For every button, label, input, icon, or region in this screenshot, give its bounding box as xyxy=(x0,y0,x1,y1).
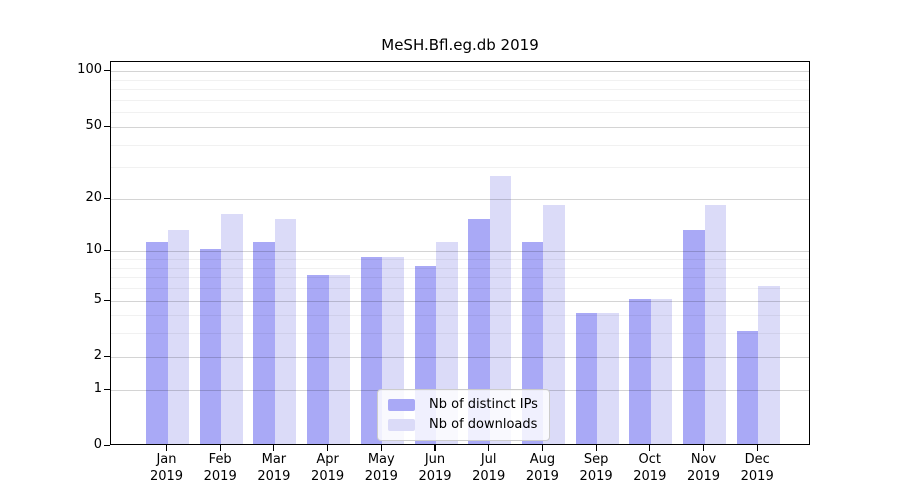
x-tick-jan xyxy=(165,445,168,451)
x-tick-label-sep: Sep 2019 xyxy=(579,452,613,484)
y-tick-label-0: 0 xyxy=(93,437,102,452)
y-tick-label-100: 100 xyxy=(77,62,102,78)
x-tick-label-may: May 2019 xyxy=(364,452,398,484)
x-tick-label-oct: Oct 2019 xyxy=(633,452,667,484)
bar-downloads-dec xyxy=(758,286,780,444)
x-tick-dec xyxy=(756,445,758,451)
x-tick-oct xyxy=(649,445,651,451)
y-tick-10 xyxy=(104,250,110,252)
x-tick-label-mar: Mar 2019 xyxy=(257,452,291,484)
y-tick-20 xyxy=(104,197,110,199)
bar-downloads-apr xyxy=(328,275,351,444)
y-tick-label-2: 2 xyxy=(93,347,102,363)
bar-downloads-jan xyxy=(167,229,189,444)
legend-item-distinct-ips: Nb of distinct IPs xyxy=(388,397,538,413)
y-tick-label-5: 5 xyxy=(93,291,102,307)
chart-title: MeSH.Bfl.eg.db 2019 xyxy=(381,36,539,54)
legend-label-distinct-ips: Nb of distinct IPs xyxy=(429,397,538,412)
y-tick-50 xyxy=(104,125,110,127)
plot-area: Nb of distinct IPs Nb of downloads xyxy=(110,61,810,445)
y-tick-label-1: 1 xyxy=(93,380,102,396)
bar-ips-jan xyxy=(146,242,168,444)
bar-downloads-aug xyxy=(543,204,565,444)
x-tick-label-jun: Jun 2019 xyxy=(418,452,452,484)
major-gridline-20 xyxy=(111,198,809,200)
bar-ips-apr xyxy=(307,275,329,444)
bar-ips-mar xyxy=(253,242,275,444)
y-tick-1 xyxy=(104,388,110,390)
bar-downloads-jul xyxy=(489,176,512,444)
x-tick-jul xyxy=(488,445,490,451)
bar-downloads-sep xyxy=(597,313,619,444)
major-gridline-5 xyxy=(111,300,809,302)
minor-gridline-70 xyxy=(111,99,809,101)
x-tick-aug xyxy=(541,445,543,451)
x-tick-feb xyxy=(219,445,221,451)
major-gridline-50 xyxy=(111,126,809,128)
y-tick-label-10: 10 xyxy=(85,242,102,258)
minor-gridline-7 xyxy=(111,277,809,279)
major-gridline-10 xyxy=(111,251,809,253)
y-tick-0 xyxy=(104,445,110,447)
bar-downloads-feb xyxy=(221,213,243,444)
x-tick-label-aug: Aug 2019 xyxy=(525,452,559,484)
x-tick-label-feb: Feb 2019 xyxy=(203,452,237,484)
legend: Nb of distinct IPs Nb of downloads xyxy=(377,389,550,441)
x-tick-label-jul: Jul 2019 xyxy=(472,452,506,484)
y-tick-100 xyxy=(104,70,110,72)
major-gridline-100 xyxy=(111,71,809,73)
x-tick-label-jan: Jan 2019 xyxy=(149,452,184,484)
minor-gridline-4 xyxy=(111,315,809,317)
y-tick-2 xyxy=(104,355,110,357)
y-tick-5 xyxy=(104,299,110,301)
x-tick-label-apr: Apr 2019 xyxy=(311,452,345,484)
legend-item-downloads: Nb of downloads xyxy=(388,417,538,433)
minor-gridline-9 xyxy=(111,259,809,260)
bar-downloads-mar xyxy=(274,218,297,444)
bar-ips-sep xyxy=(575,313,598,444)
x-tick-label-dec: Dec 2019 xyxy=(740,452,774,484)
minor-gridline-8 xyxy=(111,267,809,269)
minor-gridline-6 xyxy=(111,288,809,289)
y-tick-label-20: 20 xyxy=(85,189,102,205)
bar-downloads-nov xyxy=(704,204,726,444)
minor-gridline-90 xyxy=(111,79,809,81)
downloads-swatch-icon xyxy=(388,419,415,431)
x-tick-jun xyxy=(434,445,436,451)
bar-ips-dec xyxy=(736,331,759,444)
ips-swatch-icon xyxy=(388,399,415,411)
bar-downloads-oct xyxy=(650,298,673,444)
bar-ips-oct xyxy=(629,298,651,444)
bar-ips-nov xyxy=(683,229,705,444)
minor-gridline-3 xyxy=(111,333,809,335)
minor-gridline-30 xyxy=(111,167,809,169)
minor-gridline-80 xyxy=(111,89,809,91)
x-tick-mar xyxy=(273,445,275,451)
minor-gridline-40 xyxy=(111,144,809,146)
y-tick-label-50: 50 xyxy=(85,117,102,133)
x-tick-apr xyxy=(327,445,329,451)
bar-ips-feb xyxy=(199,249,222,444)
bar-ips-jul xyxy=(468,218,490,444)
x-tick-may xyxy=(380,445,382,451)
bar-ips-may xyxy=(360,257,383,444)
minor-gridline-60 xyxy=(111,112,809,114)
x-tick-label-nov: Nov 2019 xyxy=(686,452,721,484)
x-tick-nov xyxy=(702,445,705,451)
x-tick-sep xyxy=(595,445,597,451)
legend-label-downloads: Nb of downloads xyxy=(429,417,538,432)
major-gridline-2 xyxy=(111,356,809,358)
